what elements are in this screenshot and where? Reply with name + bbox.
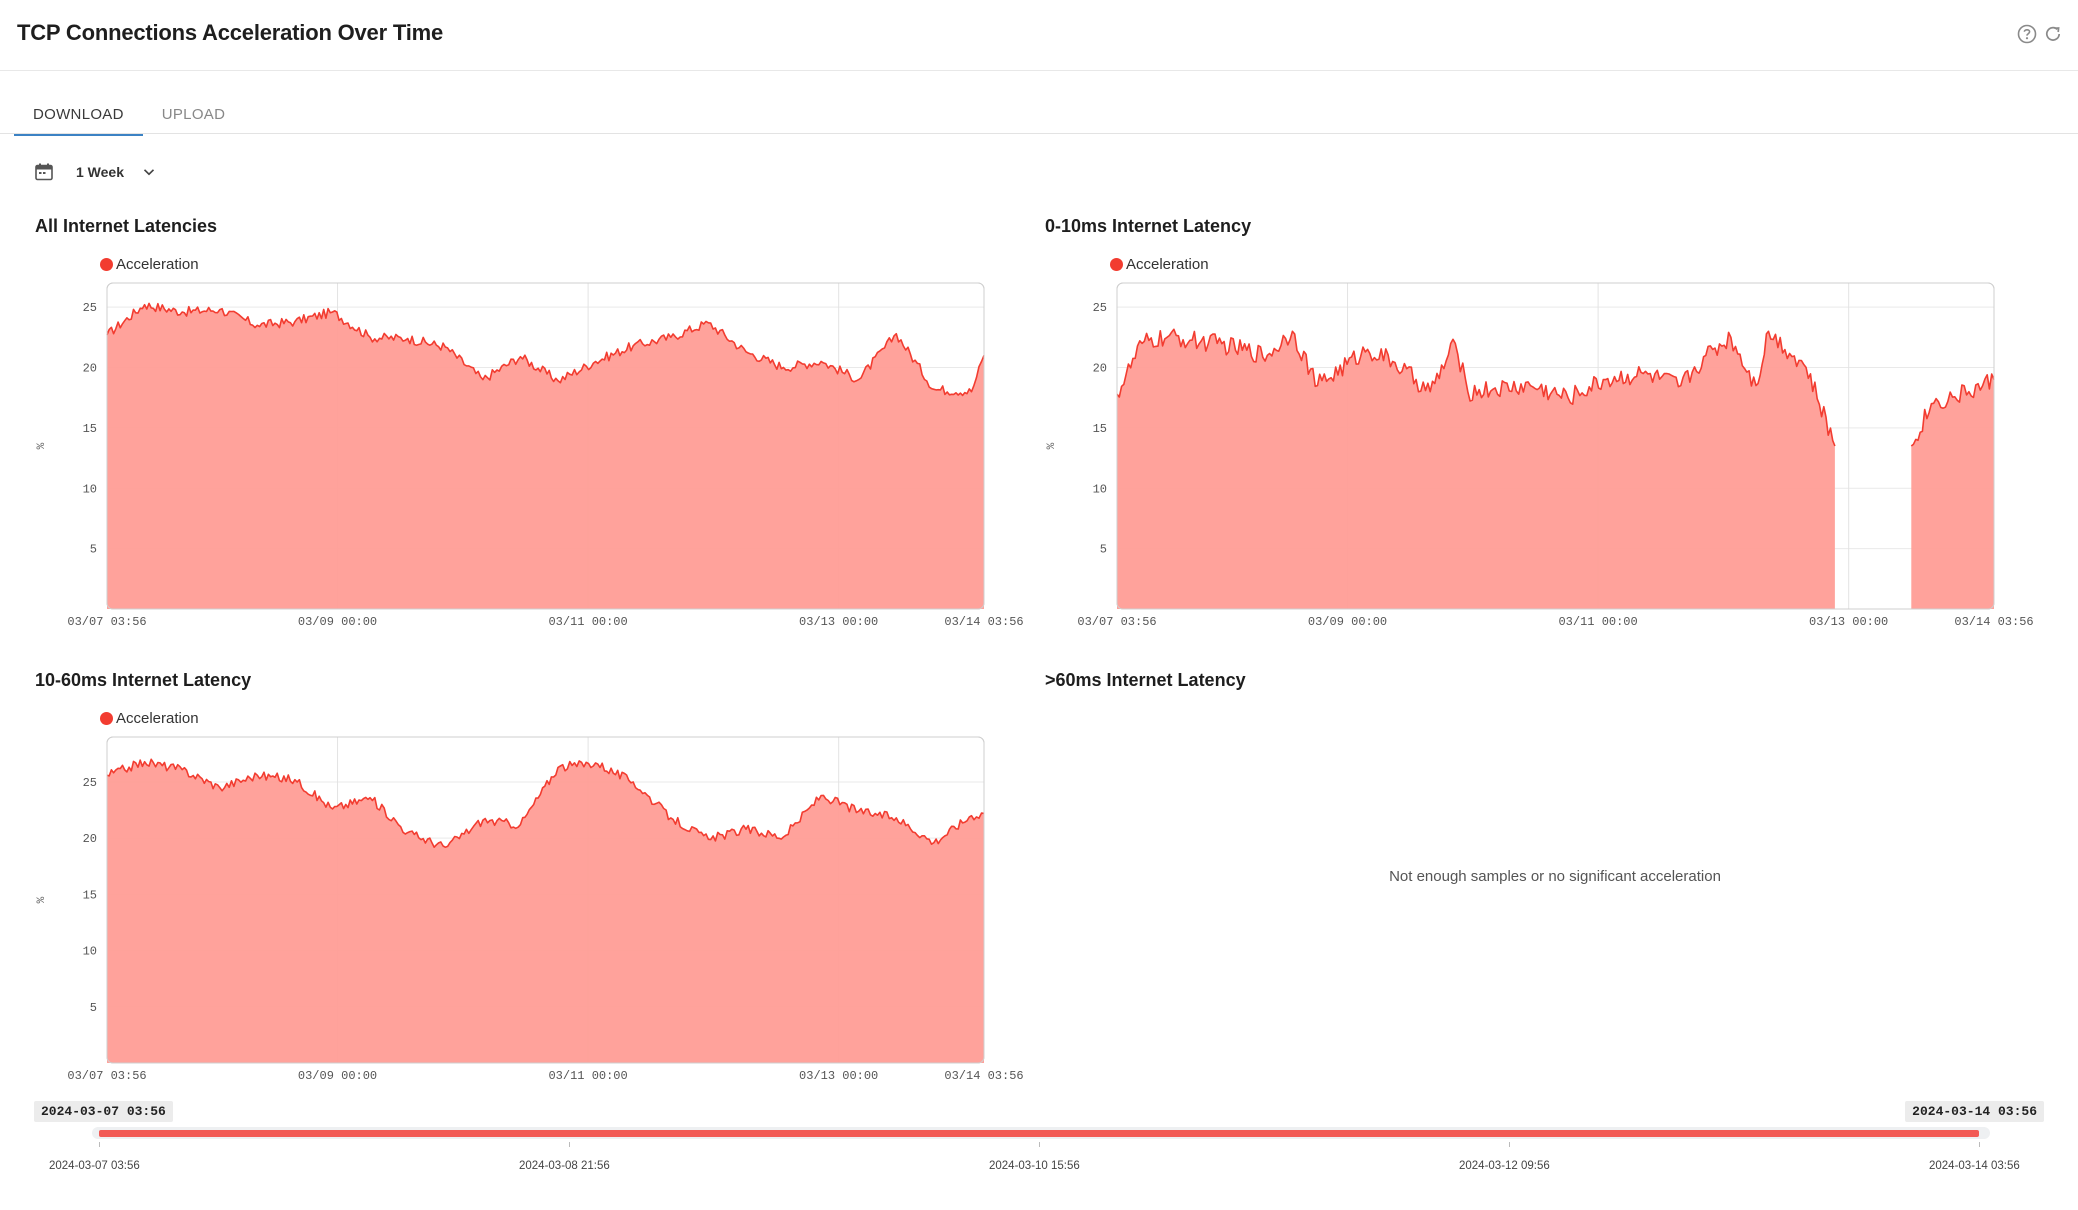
chevron-down-icon — [143, 169, 155, 176]
x-tick-label: 03/09 00:00 — [1308, 615, 1387, 629]
series-line[interactable] — [1116, 328, 1836, 447]
y-tick-label: 10 — [83, 945, 97, 959]
plot-border — [1116, 282, 1995, 610]
empty-state-message: Not enough samples or no significant acc… — [1389, 868, 1721, 885]
x-tick-label: 03/14 03:56 — [944, 1069, 1023, 1083]
y-tick-label: 15 — [83, 888, 97, 902]
x-tick-label: 03/13 00:00 — [1809, 615, 1888, 629]
timeline-axis: 2024-03-07 03:56 2024-03-08 21:56 2024-03-… — [0, 1142, 2078, 1178]
timeline-tick-label: 2024-03-07 03:56 — [49, 1160, 140, 1172]
y-tick-label: 20 — [1093, 362, 1107, 376]
plot-area: 5 10 15 20 25 03/07 03:56 03/09 00:00 03/11 00:… — [36, 282, 1024, 629]
chart-10-60ms-latency: 5 10 15 20 25 03/07 03:56 03/09 00:00 03/11 00:… — [36, 736, 1024, 1083]
legend-all[interactable]: Acceleration — [100, 256, 199, 273]
series-line[interactable] — [1910, 373, 1995, 447]
y-tick-label: 20 — [83, 832, 97, 846]
legend-label: Acceleration — [116, 710, 199, 727]
y-axis-label: % — [1046, 442, 1058, 449]
timeline-tick-mark — [1509, 1142, 1510, 1147]
y-axis-label: % — [36, 442, 48, 449]
timeline-selected-range[interactable] — [99, 1130, 1979, 1137]
x-tick-label: 03/11 00:00 — [548, 1069, 627, 1083]
x-tick-label: 03/14 03:56 — [1954, 615, 2033, 629]
x-tick-label: 03/07 03:56 — [1077, 615, 1156, 629]
legend-dot — [100, 258, 113, 271]
tabs-divider — [0, 133, 2078, 134]
x-tick-label: 03/13 00:00 — [799, 615, 878, 629]
timeline-tick-label: 2024-03-08 21:56 — [519, 1160, 610, 1172]
tab-upload[interactable]: UPLOAD — [161, 106, 226, 123]
legend-dot — [100, 712, 113, 725]
legend-label: Acceleration — [116, 256, 199, 273]
x-tick-label: 03/07 03:56 — [67, 1069, 146, 1083]
time-range-dropdown[interactable]: 1 Week — [34, 162, 156, 182]
chart-0-10ms-latency: 5 10 15 20 25 03/07 03:56 03/09 00:00 03/11 00:… — [1046, 282, 2034, 629]
header-divider — [0, 70, 2078, 71]
calendar-icon — [35, 163, 53, 181]
refresh-icon[interactable] — [2042, 23, 2064, 45]
help-icon[interactable] — [2016, 23, 2038, 45]
x-tick-label: 03/11 00:00 — [1558, 615, 1637, 629]
x-tick-label: 03/11 00:00 — [548, 615, 627, 629]
x-tick-label: 03/07 03:56 — [67, 615, 146, 629]
timeline-tick-label: 2024-03-14 03:56 — [1929, 1160, 2020, 1172]
x-tick-label: 03/14 03:56 — [944, 615, 1023, 629]
series-area — [1911, 374, 1994, 609]
legend-label: Acceleration — [1126, 256, 1209, 273]
y-axis-label: % — [36, 896, 48, 903]
chart-all-latencies: 5 10 15 20 25 03/07 03:56 03/09 00:00 03/11 00:… — [36, 282, 1024, 629]
x-tick-label: 03/09 00:00 — [298, 1069, 377, 1083]
y-tick-label: 20 — [83, 362, 97, 376]
plot-area: 5 10 15 20 25 03/07 03:56 03/09 00:00 03/11 00:… — [1046, 282, 2034, 629]
series-line[interactable] — [106, 302, 985, 397]
y-tick-label: 25 — [83, 301, 97, 315]
plot-area: 5 10 15 20 25 03/07 03:56 03/09 00:00 03/11 00:… — [36, 736, 1024, 1083]
timeline-end-badge: 2024-03-14 03:56 — [1905, 1101, 2044, 1122]
panel-title-60ms-plus: >60ms Internet Latency — [1045, 670, 1246, 690]
y-tick-label: 15 — [83, 422, 97, 436]
y-tick-label: 5 — [90, 1001, 97, 1015]
y-tick-label: 5 — [1100, 543, 1107, 557]
panel-title-10-60ms: 10-60ms Internet Latency — [35, 670, 252, 690]
y-tick-label: 5 — [90, 543, 97, 557]
timeline-start-badge: 2024-03-07 03:56 — [34, 1101, 173, 1122]
timeline-tick-mark — [1979, 1142, 1980, 1147]
y-tick-label: 10 — [1093, 482, 1107, 496]
tab-bar: DOWNLOAD UPLOAD — [14, 100, 244, 136]
y-tick-label: 10 — [83, 482, 97, 496]
timeline-tick-mark — [99, 1142, 100, 1147]
page-title: TCP Connections Acceleration Over Time — [17, 20, 444, 45]
timeline-tick-label: 2024-03-10 15:56 — [989, 1160, 1080, 1172]
timeline-tick-mark — [569, 1142, 570, 1147]
series-area — [107, 303, 984, 609]
y-tick-label: 15 — [1093, 422, 1107, 436]
x-tick-label: 03/09 00:00 — [298, 615, 377, 629]
timeline-tick-label: 2024-03-12 09:56 — [1459, 1160, 1550, 1172]
series-line[interactable] — [106, 758, 985, 848]
series-area — [1117, 329, 1835, 609]
legend-10-60ms[interactable]: Acceleration — [100, 710, 199, 727]
x-tick-label: 03/13 00:00 — [799, 1069, 878, 1083]
plot-border — [106, 282, 985, 610]
plot-border — [106, 736, 985, 1064]
timeline-tick-mark — [1039, 1142, 1040, 1147]
panel-title-0-10ms: 0-10ms Internet Latency — [1045, 216, 1252, 236]
time-range-value: 1 Week — [76, 164, 124, 180]
tab-download[interactable]: DOWNLOAD — [14, 100, 143, 136]
y-tick-label: 25 — [1093, 301, 1107, 315]
panel-title-all: All Internet Latencies — [35, 216, 218, 236]
legend-0-10ms[interactable]: Acceleration — [1110, 256, 1209, 273]
header-actions — [2016, 23, 2064, 45]
y-tick-label: 25 — [83, 776, 97, 790]
series-area — [107, 759, 984, 1063]
legend-dot — [1110, 258, 1123, 271]
